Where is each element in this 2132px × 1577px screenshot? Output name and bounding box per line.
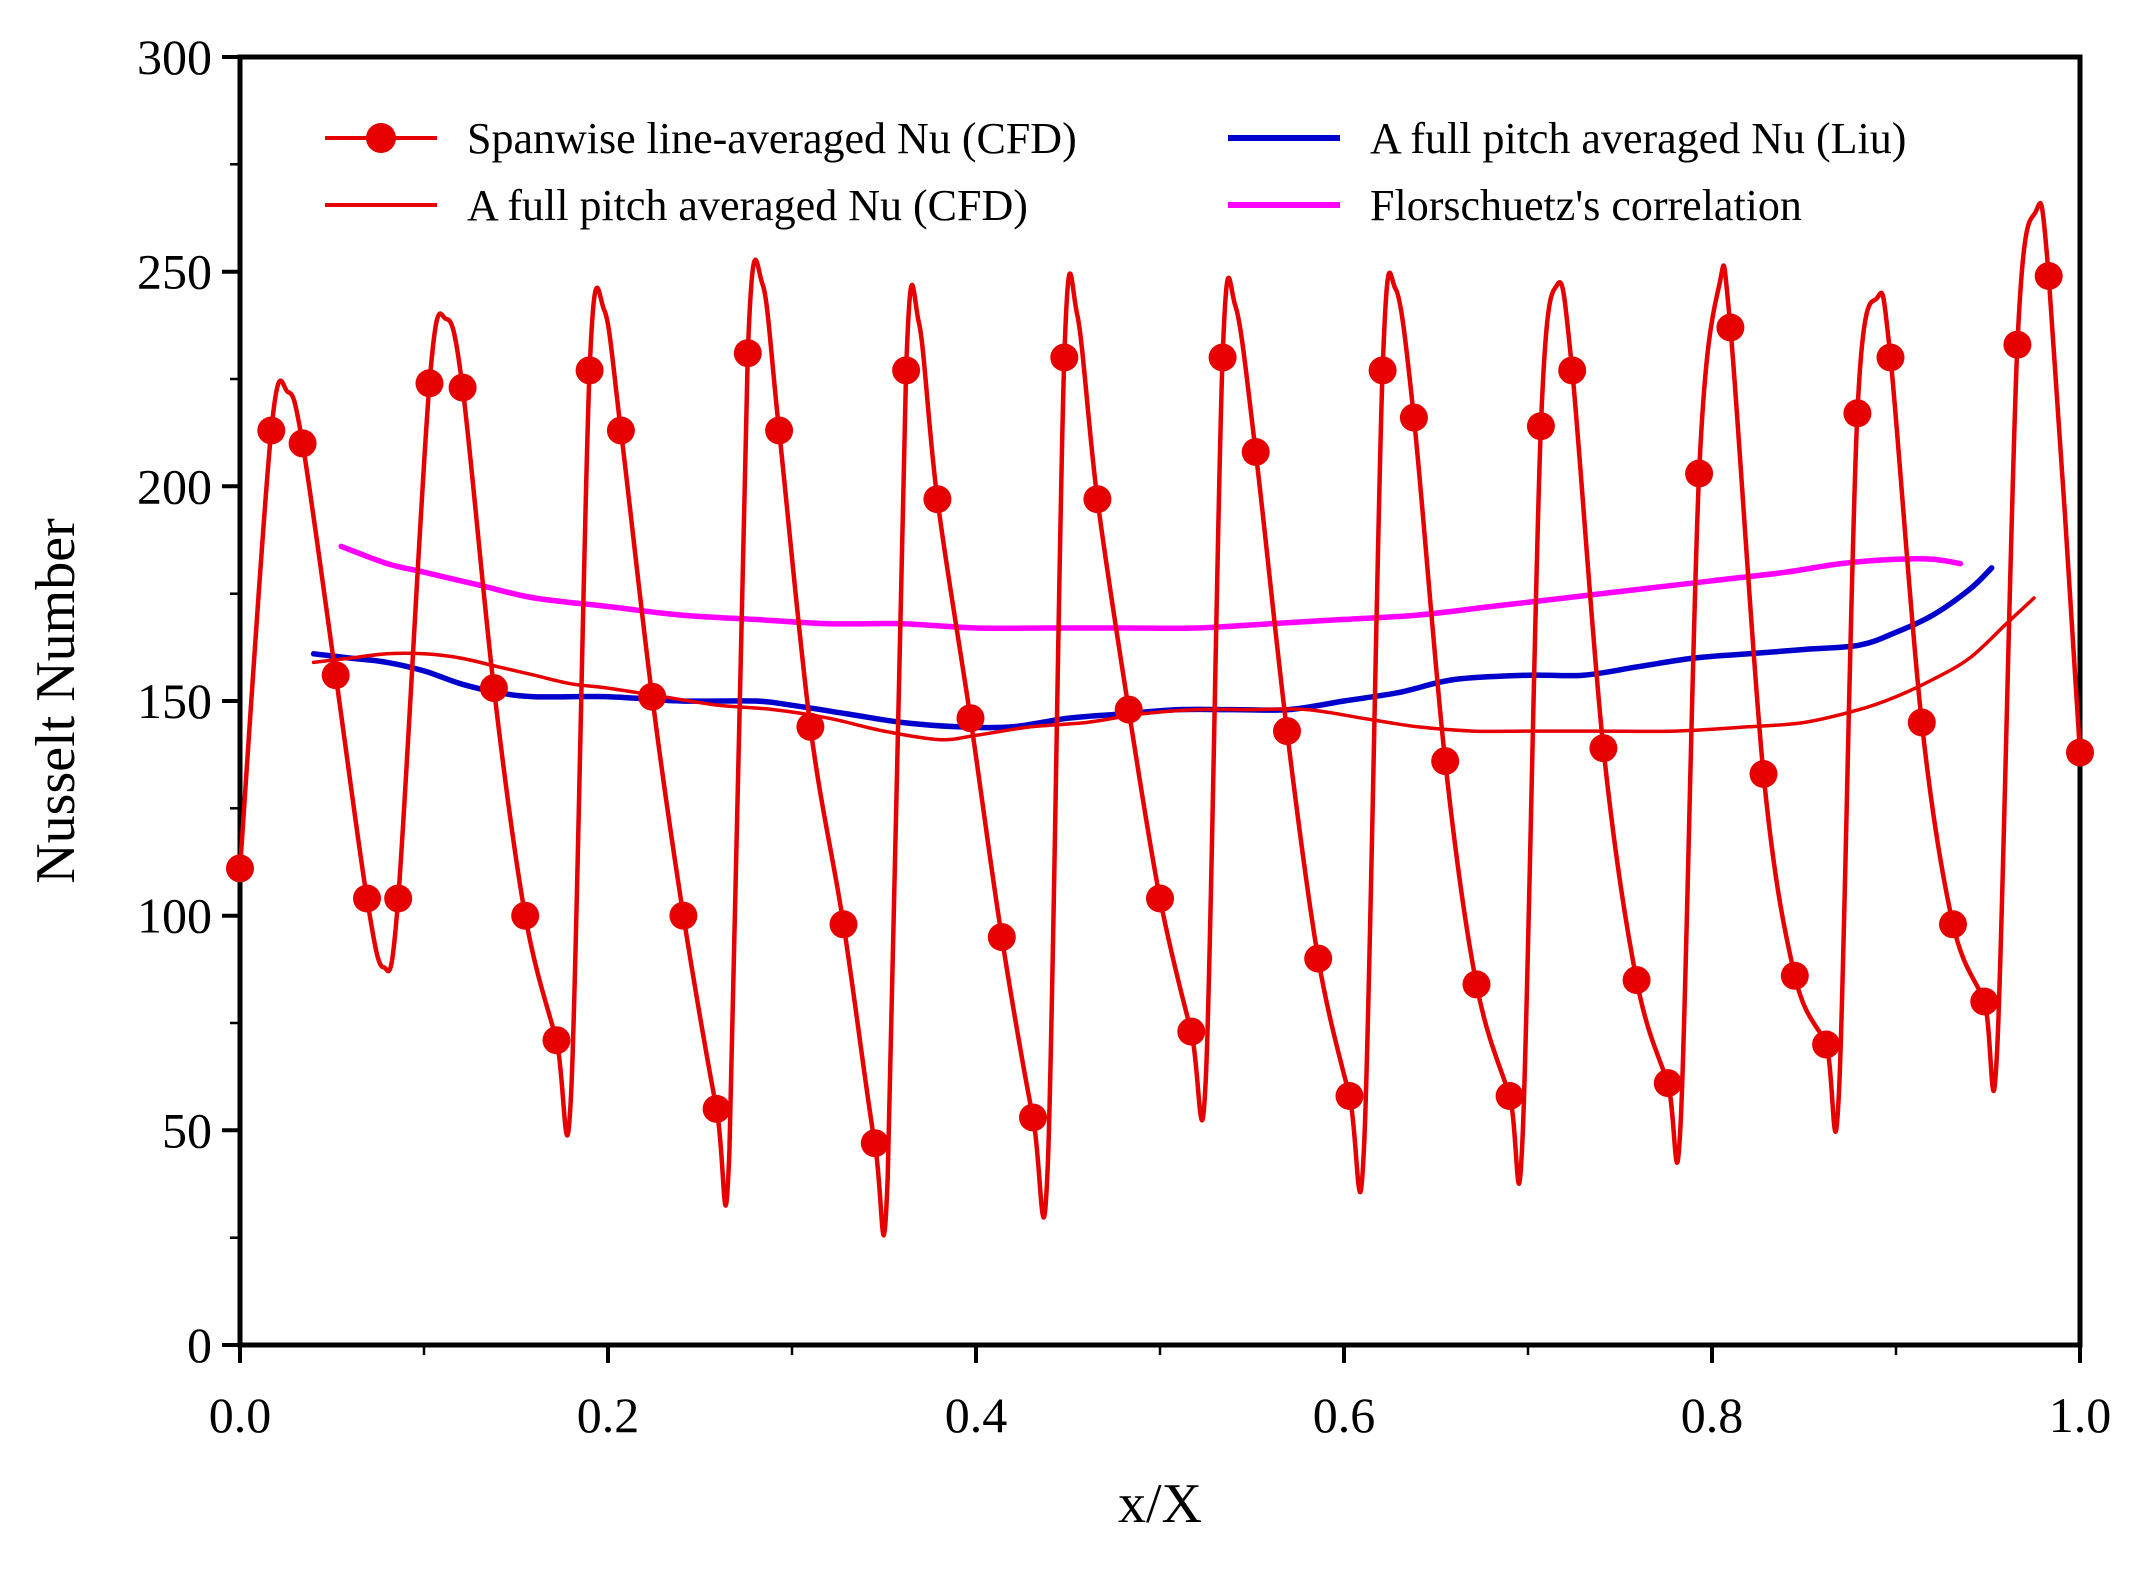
x-tick-label: 1.0 <box>2049 1387 2112 1443</box>
legend-item-pitch-avg-cfd: A full pitch averaged Nu (CFD) <box>325 179 1228 231</box>
data-point-spanwise-cfd <box>1558 356 1587 385</box>
data-point-spanwise-cfd <box>638 682 667 711</box>
data-point-spanwise-cfd <box>956 704 985 733</box>
data-point-spanwise-cfd <box>1304 944 1333 973</box>
series-line-florschuetz <box>338 543 1964 632</box>
data-point-spanwise-cfd <box>1749 760 1778 788</box>
legend-item-pitch-avg-liu: A full pitch averaged Nu (Liu) <box>1228 112 1906 164</box>
y-tick-label: 100 <box>137 888 212 944</box>
y-tick-label: 200 <box>137 458 212 514</box>
data-point-spanwise-cfd <box>1716 313 1745 342</box>
line-swatch-icon <box>1228 189 1340 221</box>
legend-line-icon <box>1228 135 1340 141</box>
line-swatch-icon <box>325 189 437 221</box>
data-point-spanwise-cfd <box>1083 485 1112 514</box>
data-point-spanwise-cfd <box>384 884 413 913</box>
data-point-spanwise-cfd <box>257 416 286 445</box>
data-point-spanwise-cfd <box>1208 343 1237 372</box>
legend-dot-icon <box>366 123 396 153</box>
data-point-spanwise-cfd <box>1907 708 1936 737</box>
legend-line-icon <box>1228 202 1340 208</box>
data-point-spanwise-cfd <box>1812 1030 1841 1059</box>
data-point-spanwise-cfd <box>1622 966 1651 995</box>
data-point-spanwise-cfd <box>1843 399 1872 428</box>
data-point-spanwise-cfd <box>1685 459 1714 488</box>
data-point-spanwise-cfd <box>1431 747 1460 776</box>
data-point-spanwise-cfd <box>1653 1069 1682 1098</box>
data-point-spanwise-cfd <box>1780 961 1809 990</box>
line-with-marker-swatch-icon <box>325 122 437 154</box>
data-point-spanwise-cfd <box>733 339 762 368</box>
data-point-spanwise-cfd <box>1241 438 1270 466</box>
data-point-spanwise-cfd <box>1146 884 1174 913</box>
data-point-spanwise-cfd <box>1368 356 1397 385</box>
data-point-spanwise-cfd <box>1399 403 1428 432</box>
data-point-spanwise-cfd <box>796 712 825 741</box>
x-tick-label: 0.6 <box>1313 1387 1376 1443</box>
data-point-spanwise-cfd <box>669 901 698 930</box>
y-axis-title: Nusselt Number <box>25 518 87 884</box>
data-point-spanwise-cfd <box>1526 412 1555 441</box>
data-point-spanwise-cfd <box>479 674 508 703</box>
data-point-spanwise-cfd <box>765 416 794 445</box>
data-point-spanwise-cfd <box>829 910 858 939</box>
x-tick-label: 0.8 <box>1681 1387 1744 1443</box>
data-point-spanwise-cfd <box>448 373 477 402</box>
data-point-spanwise-cfd <box>1495 1082 1524 1110</box>
data-point-spanwise-cfd <box>2003 330 2032 359</box>
legend-line-icon <box>325 203 437 207</box>
data-point-spanwise-cfd <box>2034 262 2063 290</box>
legend-label-pitch-avg-cfd: A full pitch averaged Nu (CFD) <box>467 180 1028 230</box>
x-tick-label: 0.2 <box>577 1387 640 1443</box>
data-point-spanwise-cfd <box>892 356 921 385</box>
y-tick-label: 50 <box>162 1102 212 1158</box>
data-point-spanwise-cfd <box>987 923 1016 952</box>
data-point-spanwise-cfd <box>575 356 604 385</box>
data-point-spanwise-cfd <box>606 416 635 445</box>
data-point-spanwise-cfd <box>1177 1017 1206 1046</box>
data-point-spanwise-cfd <box>1019 1103 1047 1132</box>
data-point-spanwise-cfd <box>1462 970 1491 999</box>
legend-item-spanwise-cfd: Spanwise line-averaged Nu (CFD) <box>325 112 1228 164</box>
y-tick-label: 300 <box>137 29 212 85</box>
data-point-spanwise-cfd <box>1114 695 1143 724</box>
legend: Spanwise line-averaged Nu (CFD) A full p… <box>325 112 1906 231</box>
y-tick-label: 0 <box>187 1317 212 1373</box>
x-tick-label: 0.4 <box>945 1387 1008 1443</box>
data-point-spanwise-cfd <box>1589 734 1618 763</box>
data-point-spanwise-cfd <box>321 661 350 690</box>
axis-frame <box>237 54 2083 1348</box>
data-point-spanwise-cfd <box>1335 1082 1364 1110</box>
series-line-pitch-avg-liu <box>310 565 1995 731</box>
y-tick-label: 250 <box>137 244 212 300</box>
x-axis-title: x/X <box>1118 1473 1202 1535</box>
data-point-spanwise-cfd <box>923 485 952 514</box>
legend-item-florschuetz: Florschuetz's correlation <box>1228 179 1906 231</box>
legend-label-pitch-avg-liu: A full pitch averaged Nu (Liu) <box>1370 113 1907 163</box>
data-point-spanwise-cfd <box>860 1129 889 1158</box>
data-point-spanwise-cfd <box>415 369 444 398</box>
x-tick-label: 0.0 <box>209 1387 272 1443</box>
data-point-spanwise-cfd <box>1050 343 1079 372</box>
series-line-pitch-avg-cfd <box>311 596 2036 742</box>
legend-label-florschuetz: Florschuetz's correlation <box>1370 180 1802 230</box>
series-line-spanwise-cfd <box>237 200 2083 1238</box>
data-point-spanwise-cfd <box>1273 717 1301 746</box>
data-point-spanwise-cfd <box>288 429 317 458</box>
data-point-spanwise-cfd <box>226 854 254 883</box>
line-swatch-icon <box>1228 122 1340 154</box>
data-point-spanwise-cfd <box>1939 910 1967 939</box>
legend-label-spanwise-cfd: Spanwise line-averaged Nu (CFD) <box>467 113 1077 163</box>
data-point-spanwise-cfd <box>1876 343 1905 372</box>
y-tick-label: 150 <box>137 673 212 729</box>
data-point-spanwise-cfd <box>1970 987 1999 1016</box>
data-point-spanwise-cfd <box>2066 738 2094 767</box>
data-point-spanwise-cfd <box>542 1026 571 1055</box>
data-point-spanwise-cfd <box>353 884 381 913</box>
data-point-spanwise-cfd <box>702 1094 731 1123</box>
data-point-spanwise-cfd <box>511 901 540 930</box>
